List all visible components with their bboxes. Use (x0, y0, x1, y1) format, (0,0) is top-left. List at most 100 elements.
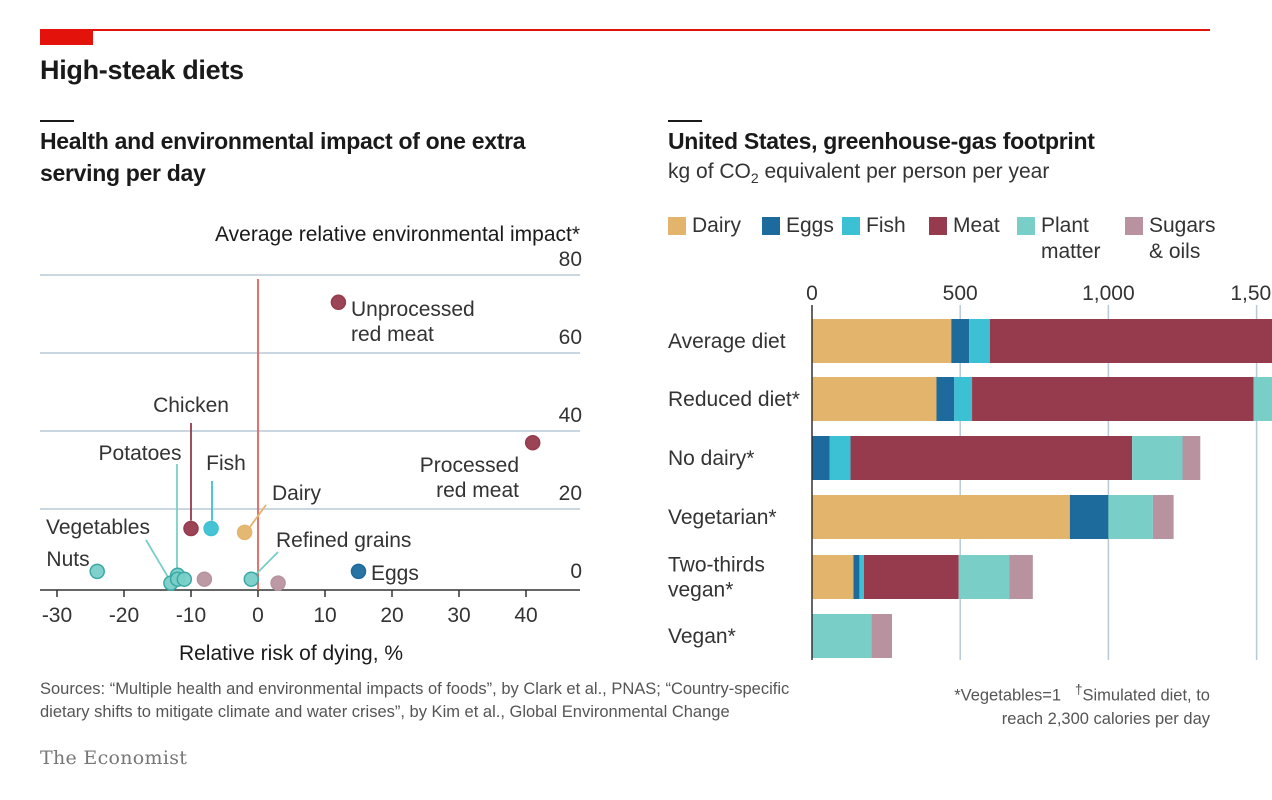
bar-segment (812, 377, 937, 421)
bar-category-label: Reduced diet* (668, 388, 800, 411)
legend-label: Fish (866, 213, 906, 239)
x-tick-label: -20 (109, 604, 139, 627)
scatter-point (243, 571, 260, 587)
bar-segment (951, 319, 970, 363)
legend-label-line: & oils (1149, 240, 1201, 263)
bar-segment (1182, 436, 1201, 480)
header-red-tag (40, 29, 93, 45)
point-label: red meat (351, 323, 434, 346)
legend-label-line: Meat (953, 214, 1000, 237)
scatter-point (183, 520, 199, 537)
x-tick-label: 40 (514, 604, 537, 627)
point-label: Processed (420, 454, 519, 477)
legend-label-line: Sugars (1149, 214, 1216, 237)
right-chart-rule (668, 120, 702, 122)
x-tick-label: 30 (447, 604, 470, 627)
bar-segment (812, 555, 854, 599)
legend-label-line: Plant (1041, 214, 1089, 237)
bar-segment (1009, 555, 1033, 599)
sources-line-2: dietary shifts to mitigate climate and w… (40, 703, 730, 721)
x-tick-label: 0 (252, 604, 264, 627)
legend-swatch (668, 217, 686, 235)
bar-segment (1108, 495, 1153, 539)
scatter-point (196, 571, 213, 587)
leader-line (145, 539, 169, 578)
bar-category-label: Average diet (668, 330, 786, 353)
scatter-point (350, 563, 367, 580)
note-dagger: † (1074, 682, 1083, 697)
y-tick-label: 60 (559, 326, 582, 349)
x-tick-label: -30 (42, 604, 72, 627)
header-rule (40, 29, 1210, 31)
brand-logo: The Economist (40, 747, 188, 769)
x-axis-title: Relative risk of dying, % (179, 642, 403, 665)
point-label: Refined grains (276, 529, 411, 552)
sources-footnote: Sources: “Multiple health and environmen… (40, 678, 900, 724)
y-tick-label: 20 (559, 482, 582, 505)
bar-category-label: vegan* (668, 579, 733, 602)
bar-segment (936, 377, 955, 421)
bar-segment (969, 319, 990, 363)
point-label: Nuts (46, 548, 89, 571)
bar-x-tick-label: 1,500 (1230, 282, 1272, 305)
point-label: Chicken (153, 394, 229, 417)
legend-swatch (842, 217, 860, 235)
bar-segment (812, 319, 952, 363)
bar-segment (1069, 495, 1109, 539)
legend-label-line: Dairy (692, 214, 742, 237)
scatter-point (176, 571, 193, 587)
legend-label-line: Fish (866, 214, 906, 237)
scatter-point (89, 563, 105, 580)
legend-label: Dairy (692, 213, 741, 239)
unit-subscript: 2 (750, 170, 759, 187)
bar-segment (850, 436, 1133, 480)
legend-swatch (929, 217, 947, 235)
bar-category-label: Vegetarian* (668, 506, 777, 529)
legend-swatch (1125, 217, 1143, 235)
legend-label: Plant matter (1041, 213, 1101, 265)
bar-segment (812, 436, 830, 480)
y-axis-title: Average relative environmental impact* (215, 223, 580, 246)
x-tick-label: 10 (313, 604, 336, 627)
sources-line-1: Sources: “Multiple health and environmen… (40, 680, 790, 698)
bar-segment (829, 436, 851, 480)
scatter-point (330, 294, 347, 311)
right-chart-title: United States, greenhouse-gas footprint (668, 128, 1095, 154)
legend-label-line: matter (1041, 240, 1101, 263)
y-tick-label: 40 (559, 404, 582, 427)
bar-segment (1253, 377, 1272, 421)
bar-x-tick-label: 500 (943, 282, 978, 305)
bar-x-tick-label: 1,000 (1082, 282, 1135, 305)
legend-swatch (1017, 217, 1035, 235)
bar-segment (812, 614, 872, 658)
point-label: Dairy (272, 482, 322, 505)
point-label: Unprocessed (351, 298, 475, 321)
legend-label-line: Eggs (786, 214, 834, 237)
left-chart-subtitle: Health and environmental impact of one e… (40, 128, 526, 186)
bar-category-label: No dairy* (668, 447, 754, 470)
bar-segment (972, 377, 1254, 421)
scatter-point (236, 524, 253, 541)
y-tick-label: 80 (559, 248, 582, 271)
bar-x-tick-label: 0 (806, 282, 818, 305)
legend-swatch (762, 217, 780, 235)
bar-segment (871, 614, 893, 658)
point-label: Vegetables (46, 516, 150, 539)
note-simulated-line-1: Simulated diet, to (1082, 686, 1211, 705)
left-chart-rule (40, 120, 74, 122)
x-tick-label: -10 (176, 604, 206, 627)
point-label: Eggs (371, 562, 419, 585)
bar-category-label: Vegan* (668, 625, 736, 648)
bar-segment (1132, 436, 1183, 480)
leader-line (248, 504, 267, 528)
bar-segment (958, 555, 1010, 599)
note-vegetables: *Vegetables=1 (954, 686, 1062, 705)
notes-footnote: *Vegetables=1 †Simulated diet, to reach … (880, 678, 1210, 731)
x-tick-label: 20 (380, 604, 403, 627)
bar-segment (954, 377, 973, 421)
unit-prefix: kg of CO (668, 160, 751, 183)
point-label: Potatoes (99, 442, 182, 465)
bar-category-label: Two-thirds (668, 554, 765, 577)
scatter-point (524, 434, 541, 451)
